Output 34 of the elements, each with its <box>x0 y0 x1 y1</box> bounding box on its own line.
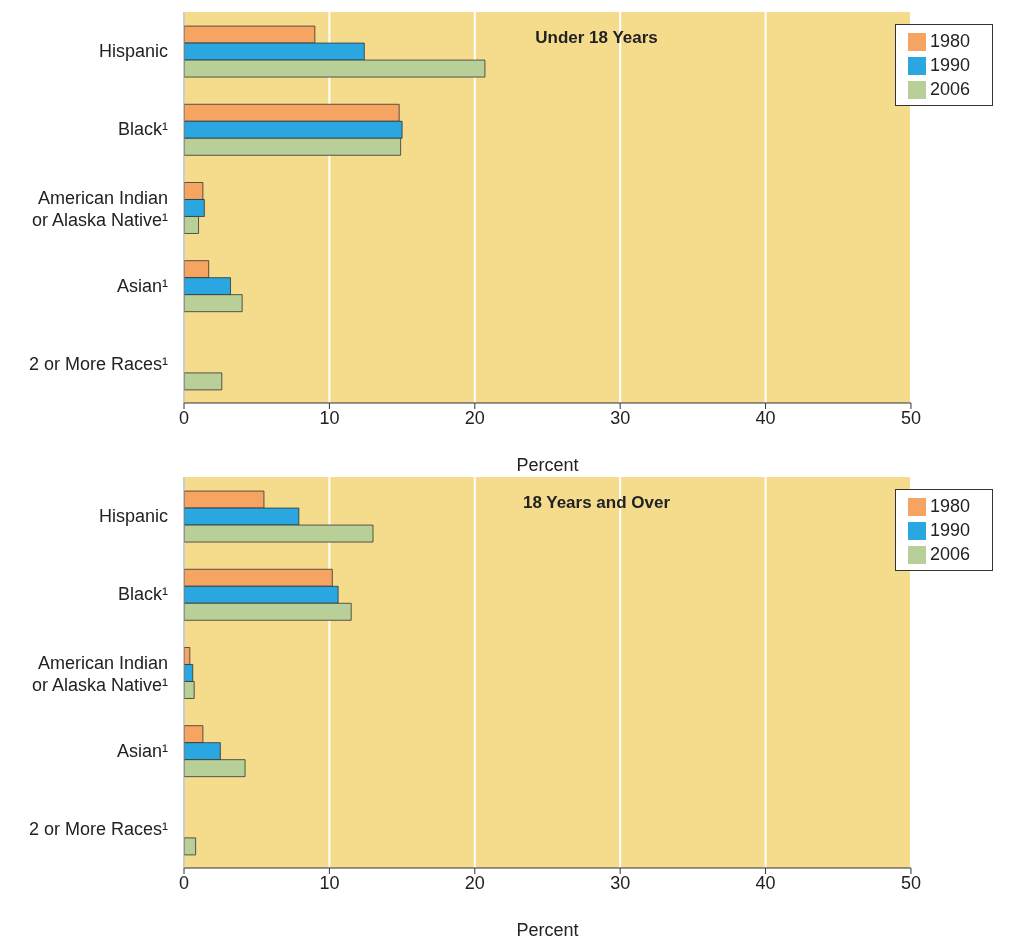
text: Under 18 Years <box>535 28 658 47</box>
x-tick-label: 20 <box>464 407 485 428</box>
x-tick-label: 10 <box>319 407 340 428</box>
y-tick-label: 2 or More Races¹ <box>28 818 168 839</box>
legend-label: 1980 <box>929 31 970 51</box>
y-tick-label: Hispanic <box>98 506 168 527</box>
x-tick-label: 10 <box>319 872 340 893</box>
y-tick-label: American Indian or Alaska Native¹ <box>31 652 168 695</box>
x-axis-title: Percent <box>516 920 579 940</box>
y-tick-label: 2 or More Races¹ <box>28 353 168 374</box>
x-tick-label: 40 <box>755 872 776 893</box>
x-tick-label: 30 <box>610 872 631 893</box>
legend-label: 1990 <box>929 520 970 540</box>
y-tick-label: Black¹ <box>117 584 168 605</box>
legend-label: 2006 <box>929 79 970 99</box>
x-tick-label: 50 <box>900 872 921 893</box>
y-tick-label: Black¹ <box>117 119 168 140</box>
y-tick-label: Hispanic <box>98 41 168 62</box>
x-axis-title: Percent <box>516 455 579 475</box>
legend-label: 2006 <box>929 544 970 564</box>
legend-label: 1990 <box>929 55 970 75</box>
y-tick-label: American Indian or Alaska Native¹ <box>31 187 168 230</box>
x-tick-label: 40 <box>755 407 776 428</box>
x-tick-label: 0 <box>178 872 190 893</box>
x-tick-label: 30 <box>610 407 631 428</box>
legend-label: 1980 <box>929 496 970 516</box>
x-tick-label: 20 <box>464 872 485 893</box>
bar <box>184 372 223 391</box>
y-tick-label: Asian¹ <box>116 740 168 761</box>
x-tick-label: 50 <box>900 407 921 428</box>
text: 18 Years and Over <box>522 493 671 512</box>
x-tick-label: 0 <box>178 407 190 428</box>
y-tick-label: Asian¹ <box>116 275 168 296</box>
bar <box>184 837 197 856</box>
